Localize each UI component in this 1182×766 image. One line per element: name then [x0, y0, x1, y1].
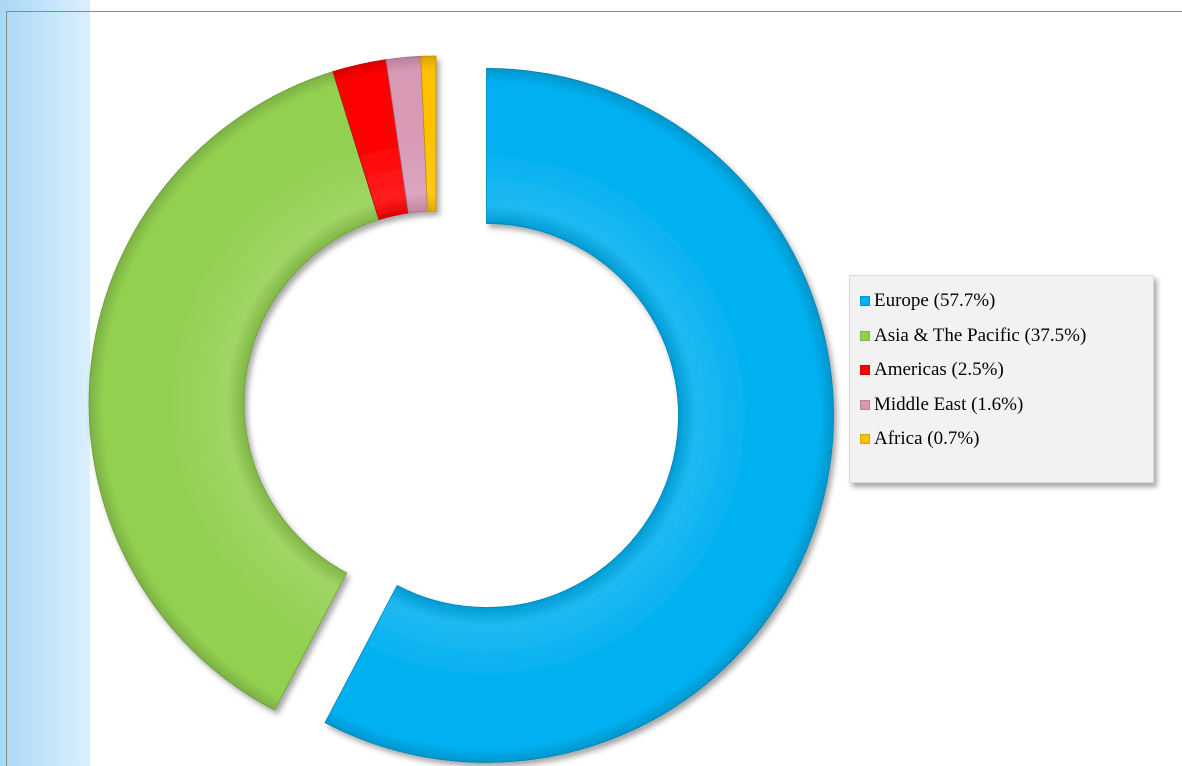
legend-label-asia-pacific: Asia & The Pacific (37.5%): [874, 324, 1087, 346]
legend-swatch-europe: [860, 296, 870, 307]
legend-label-africa: Africa (0.7%): [874, 428, 980, 450]
slice-europe: [324, 68, 834, 763]
legend-label-middle-east: Middle East (1.6%): [874, 393, 1024, 415]
legend-swatch-americas: [860, 365, 870, 376]
legend-swatch-asia-pacific: [860, 330, 870, 341]
slice-africa: [420, 55, 437, 212]
legend-label-americas: Americas (2.5%): [874, 359, 1004, 381]
legend-item-europe: Europe (57.7%): [860, 284, 1153, 319]
slice-asia-the-pacific: [88, 71, 380, 711]
frame-top-border: [6, 11, 1182, 12]
donut-slices: [88, 55, 834, 763]
frame-left-border: [6, 11, 7, 766]
legend-item-africa: Africa (0.7%): [860, 422, 1153, 457]
chart-legend: Europe (57.7%) Asia & The Pacific (37.5%…: [849, 275, 1154, 483]
legend-item-middle-east: Middle East (1.6%): [860, 388, 1153, 423]
legend-item-americas: Americas (2.5%): [860, 353, 1153, 388]
side-band: [0, 0, 90, 766]
legend-item-asia-pacific: Asia & The Pacific (37.5%): [860, 319, 1153, 354]
legend-swatch-africa: [860, 434, 870, 445]
legend-label-europe: Europe (57.7%): [874, 290, 996, 312]
legend-swatch-middle-east: [860, 399, 870, 410]
